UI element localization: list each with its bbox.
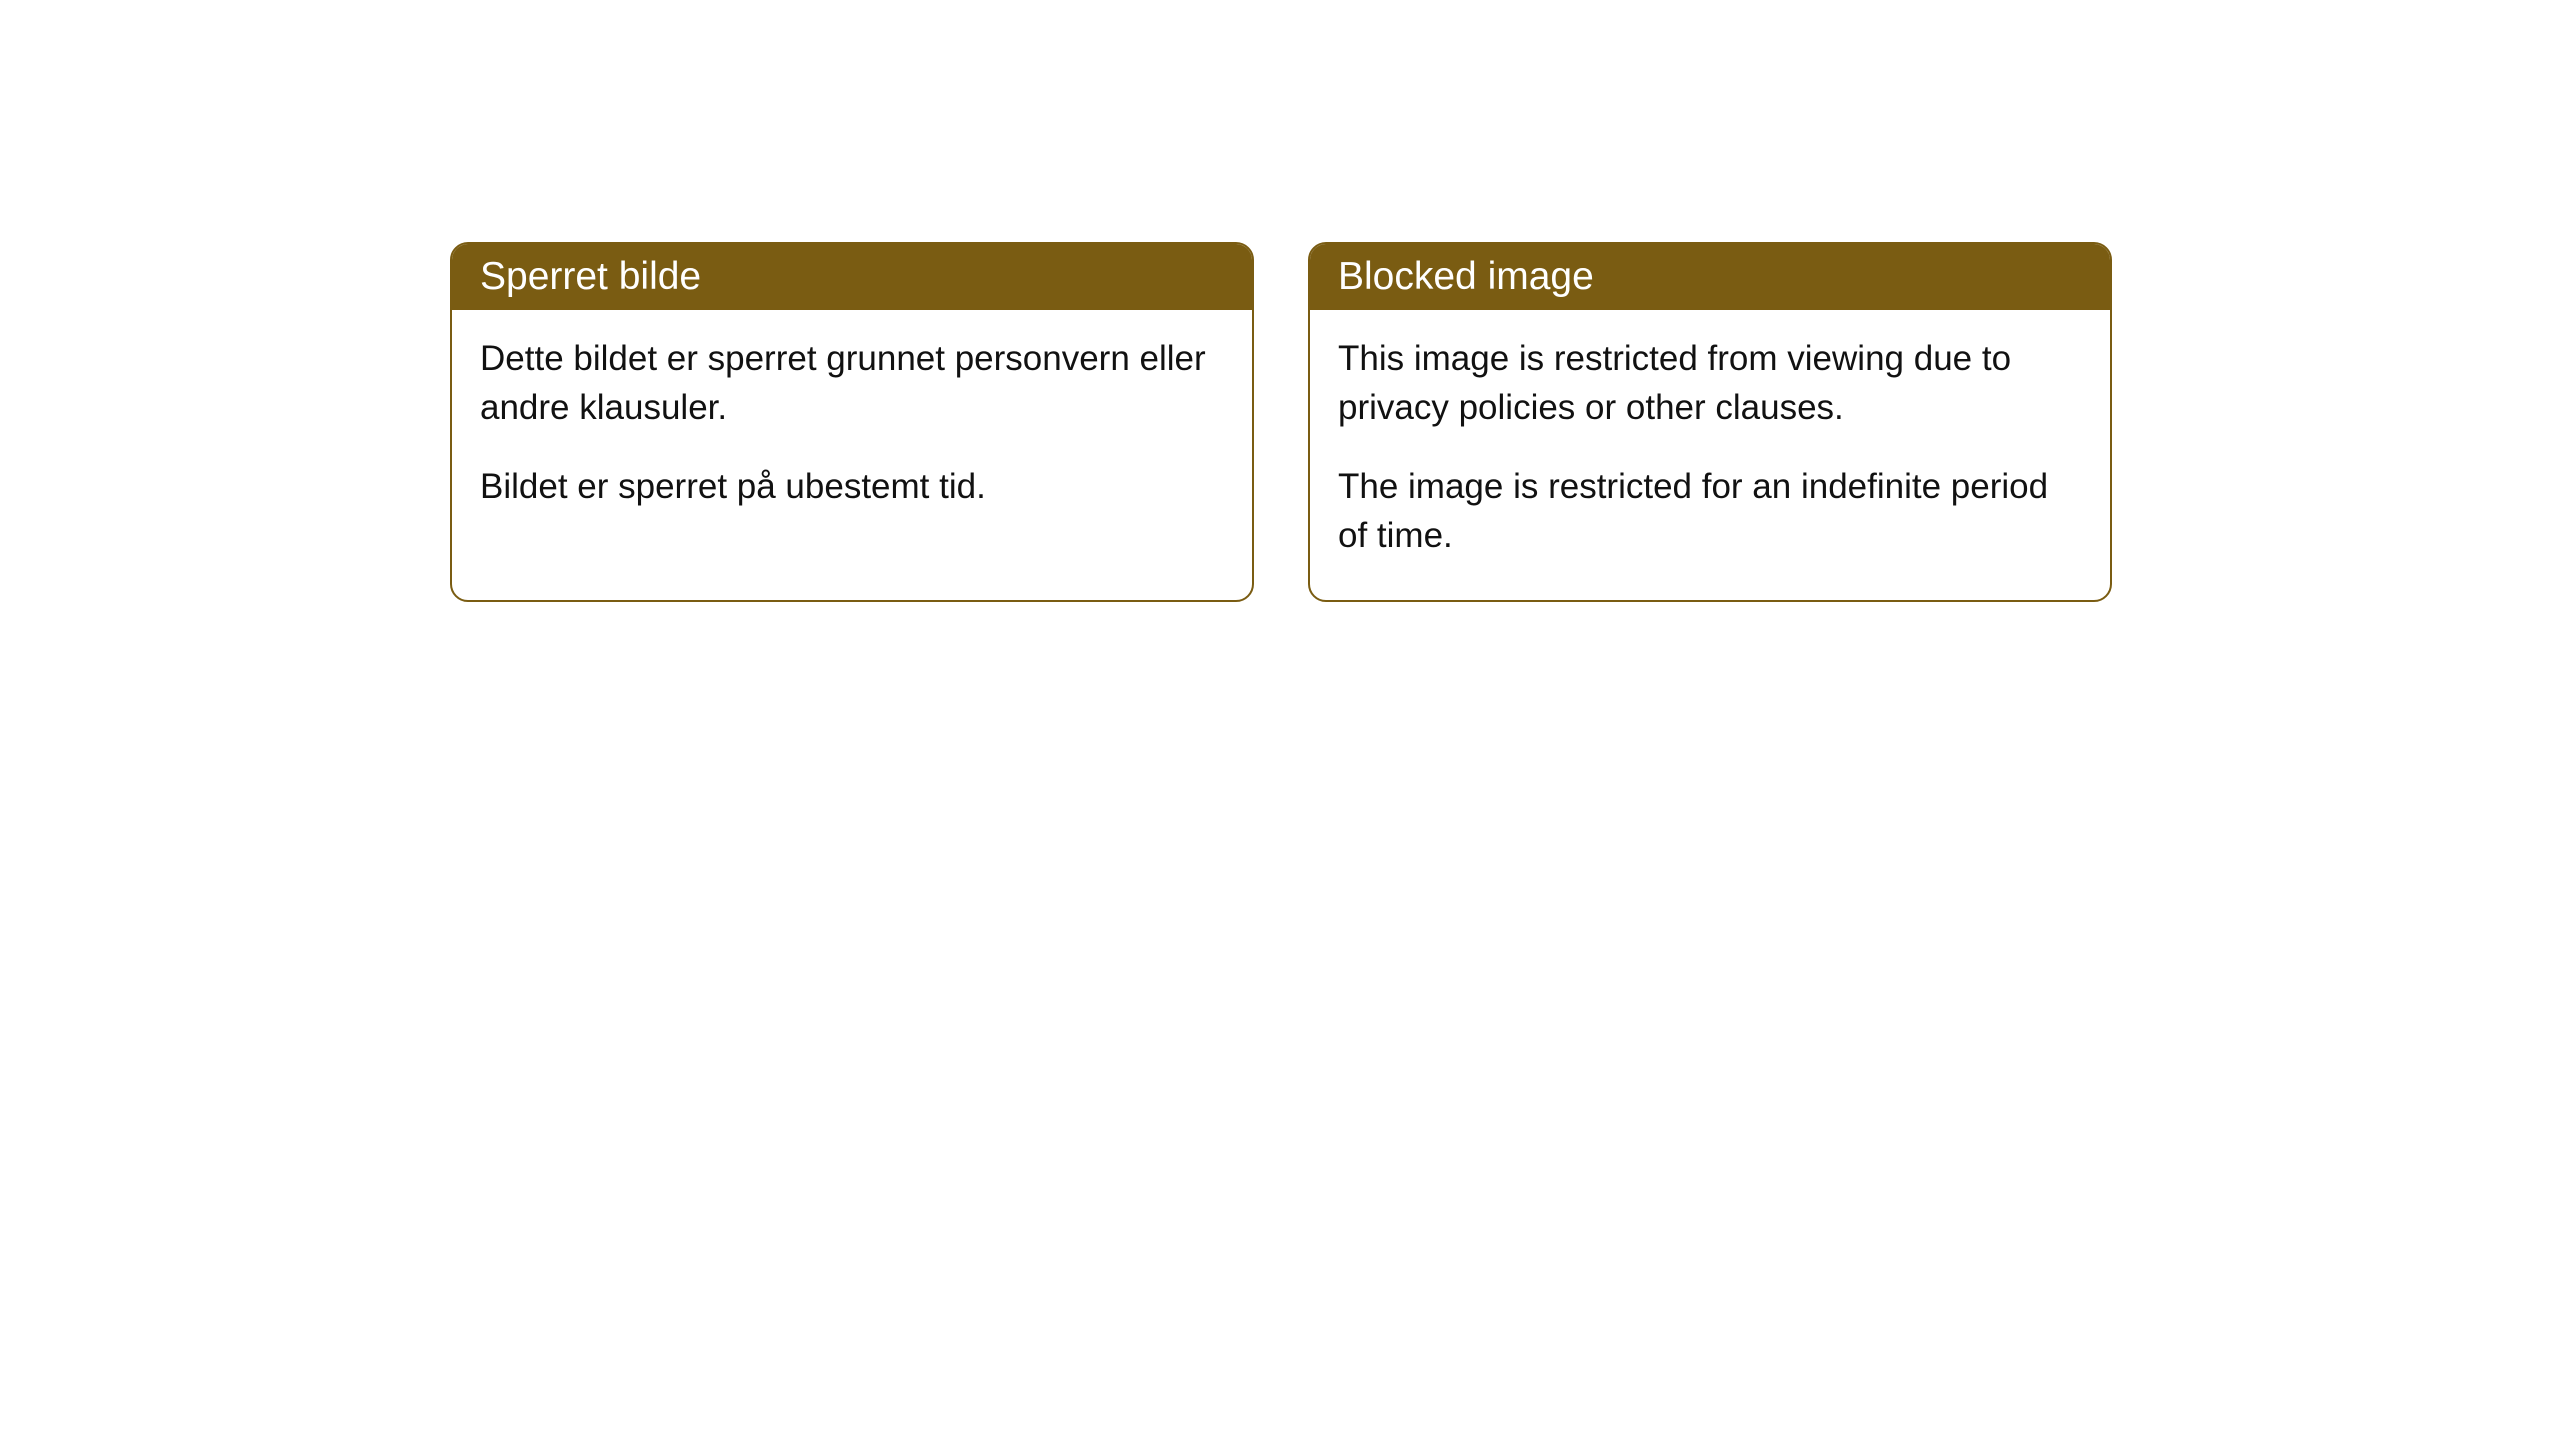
card-paragraph: The image is restricted for an indefinit…: [1338, 462, 2082, 560]
card-paragraph: This image is restricted from viewing du…: [1338, 334, 2082, 432]
card-header: Blocked image: [1310, 244, 2110, 310]
card-body: This image is restricted from viewing du…: [1310, 310, 2110, 600]
card-header: Sperret bilde: [452, 244, 1252, 310]
card-body: Dette bildet er sperret grunnet personve…: [452, 310, 1252, 551]
notice-cards-container: Sperret bilde Dette bildet er sperret gr…: [450, 242, 2112, 602]
card-paragraph: Dette bildet er sperret grunnet personve…: [480, 334, 1224, 432]
notice-card-english: Blocked image This image is restricted f…: [1308, 242, 2112, 602]
notice-card-norwegian: Sperret bilde Dette bildet er sperret gr…: [450, 242, 1254, 602]
card-paragraph: Bildet er sperret på ubestemt tid.: [480, 462, 1224, 511]
